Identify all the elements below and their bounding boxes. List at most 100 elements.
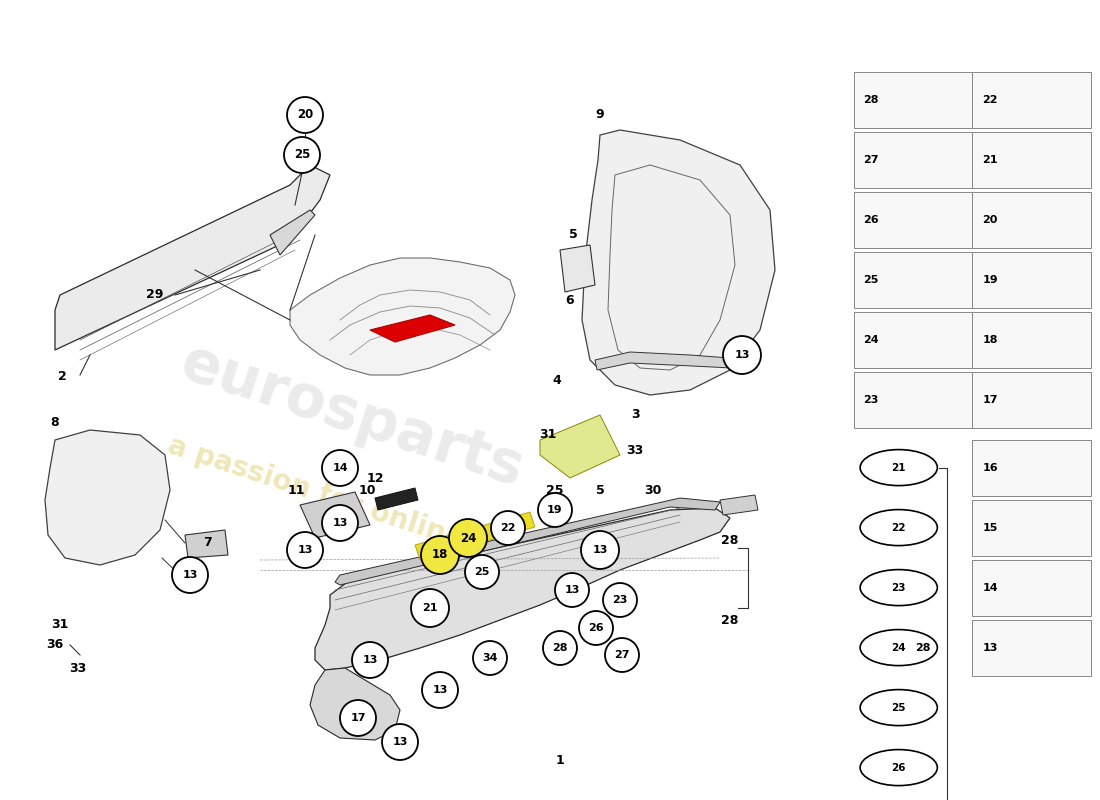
Ellipse shape: [860, 630, 937, 666]
Text: 18: 18: [432, 549, 448, 562]
Text: 26: 26: [588, 623, 604, 633]
Circle shape: [556, 573, 588, 607]
FancyBboxPatch shape: [972, 192, 1091, 248]
Text: 13: 13: [432, 685, 448, 695]
Polygon shape: [540, 415, 620, 478]
Text: 22: 22: [982, 94, 998, 105]
Text: 25: 25: [474, 567, 490, 577]
Text: 24: 24: [460, 531, 476, 545]
Text: 12: 12: [366, 471, 384, 485]
Text: 2: 2: [57, 370, 66, 383]
Text: 13: 13: [393, 737, 408, 747]
Text: 20: 20: [982, 214, 998, 225]
Text: 25: 25: [547, 483, 563, 497]
Text: 26: 26: [864, 214, 879, 225]
Text: 26: 26: [891, 762, 906, 773]
Ellipse shape: [860, 690, 937, 726]
Circle shape: [579, 611, 613, 645]
Text: 7: 7: [202, 535, 211, 549]
Polygon shape: [310, 668, 400, 740]
Text: 13: 13: [735, 350, 750, 360]
Text: 13: 13: [362, 655, 377, 665]
FancyBboxPatch shape: [972, 372, 1091, 428]
Circle shape: [603, 583, 637, 617]
Text: 11: 11: [287, 483, 305, 497]
FancyBboxPatch shape: [854, 252, 972, 308]
Circle shape: [491, 511, 525, 545]
FancyBboxPatch shape: [972, 500, 1091, 556]
Circle shape: [538, 493, 572, 527]
Text: 9: 9: [596, 109, 604, 122]
FancyBboxPatch shape: [972, 560, 1091, 616]
Polygon shape: [185, 530, 228, 558]
Text: 8: 8: [51, 417, 59, 430]
Text: 3: 3: [630, 409, 639, 422]
Text: 14: 14: [332, 463, 348, 473]
Circle shape: [543, 631, 578, 665]
Text: 22: 22: [891, 522, 906, 533]
Ellipse shape: [860, 750, 937, 786]
Text: 30: 30: [645, 483, 662, 497]
Text: 29: 29: [146, 289, 164, 302]
Text: 33: 33: [69, 662, 87, 674]
Text: 24: 24: [891, 642, 906, 653]
Text: 14: 14: [982, 582, 998, 593]
Text: 13: 13: [183, 570, 198, 580]
Polygon shape: [560, 245, 595, 292]
Text: 34: 34: [482, 653, 497, 663]
Text: 28: 28: [552, 643, 568, 653]
Polygon shape: [300, 492, 370, 538]
Polygon shape: [595, 352, 732, 370]
Text: 27: 27: [864, 154, 879, 165]
FancyBboxPatch shape: [972, 620, 1091, 676]
FancyBboxPatch shape: [854, 132, 972, 188]
Circle shape: [465, 555, 499, 589]
Circle shape: [605, 638, 639, 672]
Text: 31: 31: [52, 618, 68, 631]
Circle shape: [287, 97, 323, 133]
Text: 6: 6: [565, 294, 574, 306]
Text: 28: 28: [864, 94, 879, 105]
Polygon shape: [270, 210, 315, 255]
Text: 22: 22: [500, 523, 516, 533]
Circle shape: [352, 642, 388, 678]
Text: 36: 36: [46, 638, 64, 651]
Polygon shape: [582, 130, 775, 395]
Circle shape: [421, 536, 459, 574]
Circle shape: [723, 336, 761, 374]
Polygon shape: [375, 488, 418, 510]
Text: 28: 28: [915, 642, 931, 653]
Text: 13: 13: [982, 642, 998, 653]
Text: 17: 17: [982, 394, 998, 405]
Text: 25: 25: [294, 149, 310, 162]
Circle shape: [287, 532, 323, 568]
Text: 21: 21: [891, 462, 906, 473]
Text: 31: 31: [539, 429, 557, 442]
Text: 24: 24: [864, 334, 879, 345]
FancyBboxPatch shape: [972, 312, 1091, 368]
Ellipse shape: [860, 450, 937, 486]
Circle shape: [172, 557, 208, 593]
Ellipse shape: [860, 570, 937, 606]
Text: 25: 25: [891, 702, 906, 713]
Text: 25: 25: [864, 274, 879, 285]
Polygon shape: [370, 315, 455, 342]
Text: 13: 13: [564, 585, 580, 595]
Circle shape: [581, 531, 619, 569]
Circle shape: [449, 519, 487, 557]
Text: 18: 18: [982, 334, 998, 345]
Text: 27: 27: [614, 650, 629, 660]
FancyBboxPatch shape: [854, 72, 972, 128]
Text: 21: 21: [982, 154, 998, 165]
Polygon shape: [55, 165, 330, 350]
Text: 13: 13: [592, 545, 607, 555]
Text: 21: 21: [422, 603, 438, 613]
Polygon shape: [45, 430, 170, 565]
Polygon shape: [415, 512, 535, 560]
Text: 13: 13: [297, 545, 312, 555]
Circle shape: [322, 450, 358, 486]
Text: eurosparts: eurosparts: [174, 334, 530, 498]
Circle shape: [382, 724, 418, 760]
FancyBboxPatch shape: [972, 72, 1091, 128]
Ellipse shape: [860, 510, 937, 546]
